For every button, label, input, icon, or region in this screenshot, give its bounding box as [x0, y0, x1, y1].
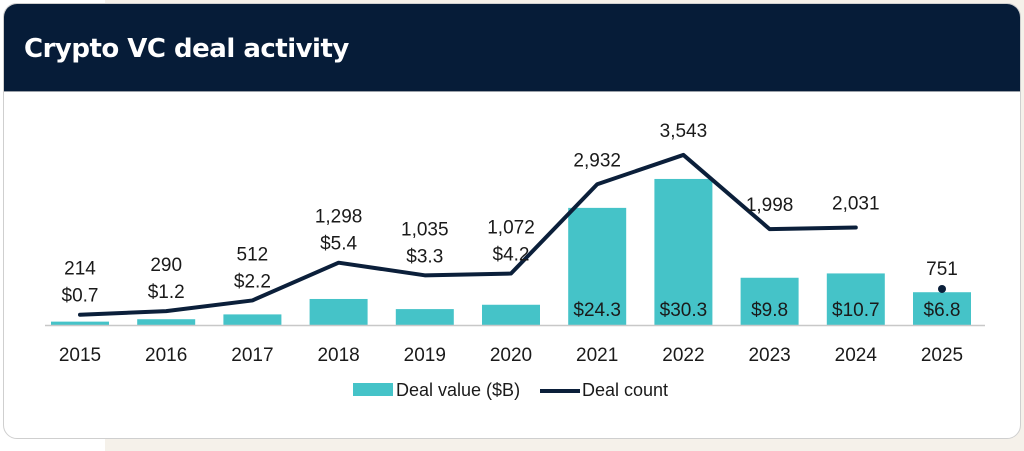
legend-label-deal-count: Deal count: [582, 380, 668, 400]
x-tick-2018: 2018: [317, 345, 359, 366]
legend-swatch-deal-value: [353, 383, 393, 396]
bar-2015: [51, 321, 109, 325]
card-header: Crypto VC deal activity: [4, 4, 1020, 92]
bar-2024: [826, 273, 885, 325]
x-tick-2016: 2016: [145, 345, 187, 366]
count-label-2023: 1,998: [746, 195, 794, 216]
value-label-2015: $0.7: [62, 286, 99, 307]
count-label-2017: 512: [237, 244, 269, 265]
bar-2025: [913, 292, 971, 325]
count-label-2022: 3,543: [660, 121, 708, 142]
legend-label-deal-value: Deal value ($B): [396, 380, 520, 400]
value-label-2024: $10.7: [832, 300, 880, 321]
value-label-2020: $4.2: [493, 245, 530, 266]
x-tick-2020: 2020: [490, 345, 532, 366]
x-tick-2024: 2024: [835, 345, 878, 366]
count-label-2016: 290: [150, 255, 182, 276]
value-label-2023: $9.8: [751, 300, 788, 321]
value-label-2025: $6.8: [924, 300, 961, 321]
bar-2017: [223, 314, 282, 325]
bar-2022: [654, 178, 713, 325]
bar-2023: [740, 277, 799, 325]
x-tick-2019: 2019: [404, 345, 446, 366]
bar-2021: [568, 207, 627, 325]
deal-count-point-2025: [938, 284, 946, 293]
value-label-2016: $1.2: [148, 282, 185, 303]
x-tick-2015: 2015: [59, 345, 101, 366]
x-tick-2022: 2022: [662, 345, 704, 366]
value-label-2019: $3.3: [406, 246, 443, 267]
value-label-2022: $30.3: [660, 300, 708, 321]
count-label-2019: 1,035: [401, 219, 449, 240]
count-label-2021: 2,932: [573, 150, 621, 171]
value-label-2021: $24.3: [573, 300, 621, 321]
chart-title: Crypto VC deal activity: [24, 34, 349, 64]
chart-card: Crypto VC deal activity: [3, 3, 1021, 439]
value-label-2018: $5.4: [320, 234, 357, 255]
value-label-2017: $2.2: [234, 271, 271, 292]
x-tick-2025: 2025: [921, 345, 963, 366]
count-label-2020: 1,072: [487, 218, 535, 239]
x-tick-2021: 2021: [576, 345, 618, 366]
deal-count-line: [78, 152, 858, 317]
count-label-2018: 1,298: [315, 207, 363, 228]
x-tick-2017: 2017: [231, 345, 273, 366]
count-label-2024: 2,031: [832, 194, 880, 215]
bar-2016: [137, 319, 196, 325]
count-label-2015: 214: [64, 259, 96, 280]
x-tick-2023: 2023: [748, 345, 790, 366]
bar-2018: [309, 298, 368, 325]
bar-2020: [482, 304, 540, 325]
count-label-2025: 751: [926, 259, 958, 280]
bar-2019: [395, 309, 454, 325]
